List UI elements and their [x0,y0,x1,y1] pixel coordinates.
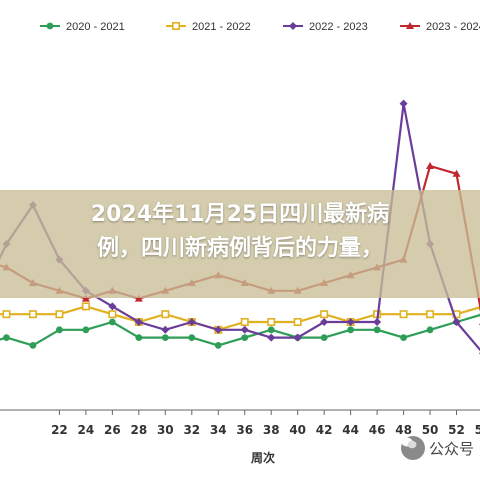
x-tick-label: 36 [236,423,253,437]
data-point [134,318,143,326]
headline-text: 2024年11月25日四川最新病 例，四川新病例背后的力量， [0,198,480,266]
data-point [81,302,90,311]
x-tick-label: 24 [78,423,95,437]
x-tick-label: 44 [342,423,359,437]
data-point [346,318,355,326]
data-point [426,326,434,334]
data-point [134,294,143,302]
data-point [267,317,276,326]
data-point [55,310,64,319]
data-point [400,334,407,341]
data-point [373,318,382,326]
x-tick-label: 52 [448,423,465,437]
headline-line-2: 例，四川新病例背后的力量， [96,236,383,261]
data-point [187,318,196,326]
data-point [82,326,90,334]
legend-label: 2023 - 2024 [426,21,480,33]
data-point [108,310,117,319]
x-tick-label: 40 [289,423,306,437]
legend-marker [406,22,414,29]
headline-banner [0,190,480,298]
x-tick-label: 30 [157,423,174,437]
data-point [3,334,10,341]
series-line-1 [0,305,480,331]
watermark-text: 公众号 [428,439,474,458]
data-point [267,326,275,334]
data-point [81,294,90,302]
x-tick-label: 46 [369,423,386,437]
legend-label: 2022 - 2023 [309,21,368,33]
legend-marker [46,22,54,30]
data-point [293,333,302,342]
x-axis-label: 周次 [251,450,275,465]
x-tick-label: 42 [316,423,333,437]
data-point [2,310,11,319]
data-point [135,334,143,341]
data-point [108,318,116,326]
data-point [320,318,329,326]
x-tick-label: 32 [183,423,200,437]
legend-marker [172,21,181,30]
data-point [320,334,328,341]
x-tick-label: 48 [395,423,412,437]
data-point [240,325,249,334]
x-tick-label: 54 [475,423,480,437]
data-point [28,310,37,319]
data-point [452,318,461,326]
data-point [373,326,381,334]
data-point [161,334,169,341]
x-tick-label: 26 [104,423,121,437]
data-point [241,334,249,341]
data-point [267,333,276,342]
x-tick-label: 38 [263,423,280,437]
x-tick-label: 50 [422,423,439,437]
headline-line-1: 2024年11月25日四川最新病 [90,202,390,227]
watermark: 公众号 [400,436,474,460]
data-point [108,302,117,311]
wechat-icon [400,436,425,460]
x-tick-label: 28 [130,423,147,437]
data-point [426,162,435,169]
legend-marker [289,22,297,30]
chart-legend: 2020 - 2021 2021 - 2022 2022 - 2023 2023 - … [40,21,480,33]
series-line-0 [0,313,480,347]
data-point [347,326,355,334]
x-axis: 22 24 26 28 30 32 34 36 38 40 42 44 46 48 50 52 54 [0,409,480,437]
legend-label: 2021 - 2022 [192,21,251,33]
data-point [161,325,170,334]
x-tick-label: 34 [210,423,227,437]
data-point [56,326,63,334]
data-point [293,317,302,326]
data-point [188,334,196,341]
data-point [399,310,408,319]
data-point [214,342,222,349]
legend-label: 2020 - 2021 [66,21,125,33]
data-point [320,310,329,319]
data-point [452,169,461,177]
data-point [426,310,435,319]
data-point [29,342,37,349]
x-tick-label: 22 [51,423,68,437]
data-point [240,317,249,326]
data-point [161,310,170,319]
data-point [399,99,408,108]
data-point [214,325,223,334]
